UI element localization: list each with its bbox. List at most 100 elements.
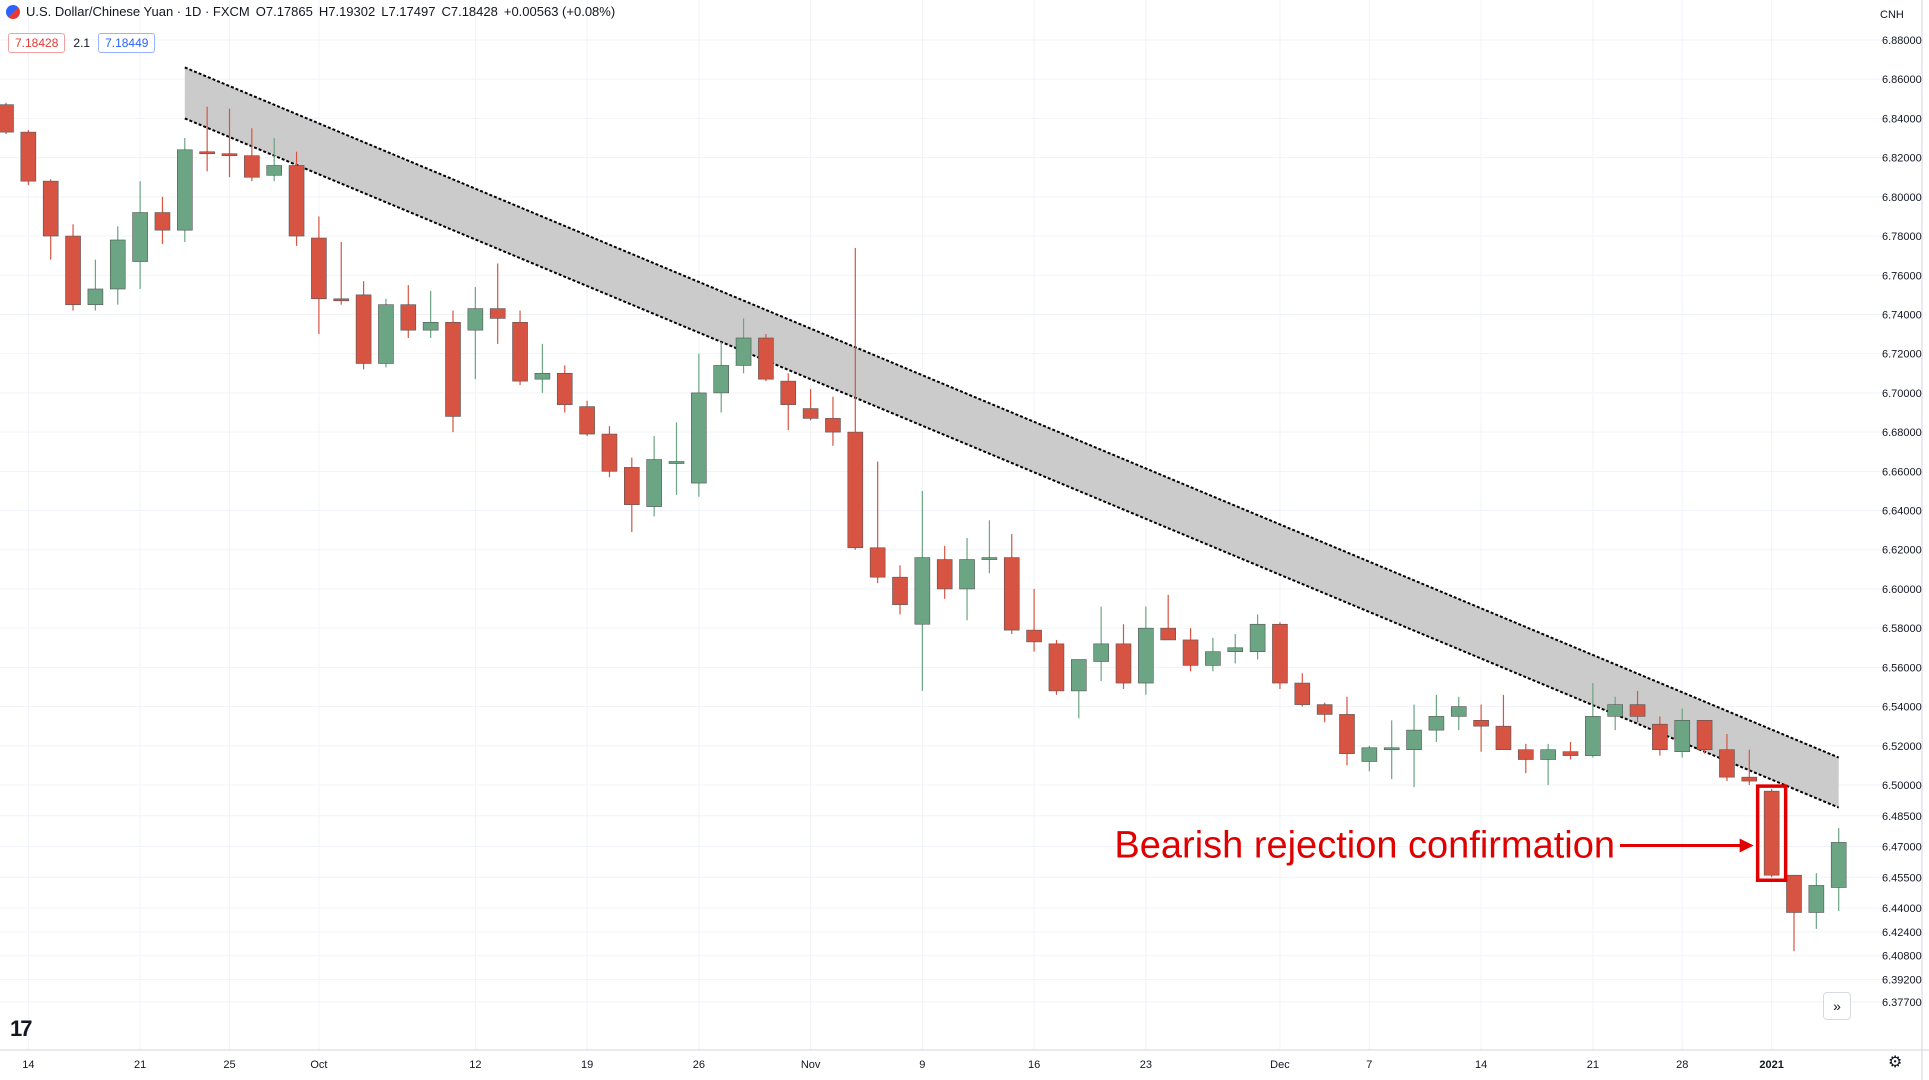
- candle-body: [1048, 643, 1065, 692]
- candle-body: [1518, 749, 1534, 760]
- price-axis[interactable]: CNH 6.88000 6.86000 6.84000 6.82000 6.80000 6.…: [1880, 9, 1922, 1009]
- price-tick-label: 6.66000: [1882, 466, 1922, 478]
- candle: [1026, 588, 1042, 652]
- candle: [1071, 659, 1087, 719]
- candle: [1450, 696, 1467, 731]
- candle-body: [579, 406, 595, 435]
- candle-body: [489, 308, 506, 319]
- price-tick-label: 6.72000: [1882, 349, 1922, 361]
- candle: [936, 545, 953, 599]
- price-tick-label: 6.39200: [1882, 975, 1922, 987]
- price-tick-label: 6.42400: [1882, 927, 1922, 939]
- candle: [1473, 704, 1489, 752]
- candle-body: [1652, 723, 1668, 751]
- candle: [691, 353, 707, 497]
- candle-body: [981, 557, 998, 560]
- candle: [981, 520, 998, 574]
- candle: [668, 422, 685, 495]
- candle: [892, 565, 908, 615]
- candle-body: [1406, 729, 1422, 751]
- time-tick-label: 12: [469, 1059, 481, 1071]
- candle-body: [1674, 720, 1691, 752]
- bid-price-button[interactable]: 7.18428: [8, 33, 66, 53]
- price-tick-label: 6.50000: [1882, 780, 1922, 792]
- time-tick-label: Nov: [801, 1059, 821, 1071]
- candle: [869, 461, 886, 584]
- candle-body: [445, 322, 461, 417]
- time-tick-label: 21: [134, 1059, 146, 1071]
- time-tick-label: 14: [22, 1059, 34, 1071]
- price-tick-label: 6.76000: [1882, 270, 1922, 282]
- candle: [378, 298, 394, 368]
- price-tick-label: 6.58000: [1882, 623, 1922, 635]
- candle: [1383, 720, 1400, 780]
- gear-icon: ⚙: [1888, 1054, 1903, 1071]
- candle-body: [534, 372, 551, 380]
- candle: [556, 365, 573, 413]
- candle: [1830, 828, 1847, 911]
- candle-body: [512, 322, 528, 382]
- time-tick-label: Dec: [1270, 1059, 1290, 1071]
- candle: [266, 138, 283, 182]
- candle-body: [0, 104, 14, 133]
- candle: [1272, 622, 1288, 689]
- candle: [65, 224, 81, 311]
- candle-body: [65, 235, 81, 305]
- chart-settings-button[interactable]: ⚙: [1888, 1052, 1902, 1072]
- candle-body: [42, 180, 59, 237]
- candle: [1495, 694, 1512, 751]
- candle: [422, 290, 439, 338]
- time-axis[interactable]: 14 21 25 Oct 12 19 26 Nov 9 16 23 Dec 7 14 21 28 2021: [22, 1059, 1784, 1071]
- candle-body: [1071, 659, 1087, 692]
- candle: [199, 106, 215, 172]
- candle-body: [1182, 639, 1199, 666]
- symbol-title: U.S. Dollar/Chinese Yuan · 1D · FXCM: [26, 4, 250, 19]
- candle: [288, 151, 305, 246]
- candle-body: [1696, 720, 1713, 751]
- candle: [1316, 702, 1333, 723]
- candle-body: [1607, 704, 1623, 717]
- candle: [1607, 696, 1623, 731]
- candle-body: [1361, 747, 1378, 762]
- ask-price-button[interactable]: 7.18449: [98, 33, 156, 53]
- price-tick-label: 6.74000: [1882, 309, 1922, 321]
- candle: [1540, 743, 1556, 785]
- annotation-label: Bearish rejection confirmation: [1114, 824, 1615, 866]
- scroll-to-realtime-button[interactable]: »: [1823, 992, 1851, 1020]
- ohlc-open: O7.17865: [255, 4, 313, 19]
- candle: [1048, 639, 1065, 695]
- candle-body: [132, 212, 148, 262]
- price-tick-label: 6.64000: [1882, 506, 1922, 518]
- candle: [87, 259, 104, 311]
- candle-body: [691, 392, 707, 484]
- ohlc-close: C7.18428: [441, 4, 498, 19]
- candle-body: [780, 380, 797, 405]
- candle-body: [1428, 716, 1445, 731]
- candle: [177, 138, 193, 242]
- candles: [0, 102, 1847, 952]
- candle: [154, 196, 171, 244]
- time-tick-label: 14: [1475, 1059, 1487, 1071]
- candle: [1093, 606, 1109, 682]
- tradingview-logo-icon[interactable]: 17: [10, 1016, 33, 1041]
- time-tick-label: 19: [581, 1059, 593, 1071]
- ohlc-low: L7.17497: [381, 4, 436, 19]
- annotation-arrow-head: [1739, 838, 1754, 853]
- time-tick-label: 26: [693, 1059, 705, 1071]
- currency-flag-icon: [6, 4, 20, 19]
- highlight-box: [1755, 784, 1788, 882]
- candle: [42, 179, 59, 260]
- candle-body: [623, 467, 640, 505]
- candle: [400, 285, 417, 338]
- candle-body: [87, 288, 104, 305]
- candle-body: [378, 304, 394, 364]
- candle: [467, 287, 484, 380]
- price-tick-label: 6.78000: [1882, 231, 1922, 243]
- candle: [1741, 749, 1758, 785]
- candle: [1763, 789, 1780, 878]
- candle-body: [646, 459, 662, 507]
- candle: [601, 426, 618, 478]
- candle-body: [735, 337, 752, 366]
